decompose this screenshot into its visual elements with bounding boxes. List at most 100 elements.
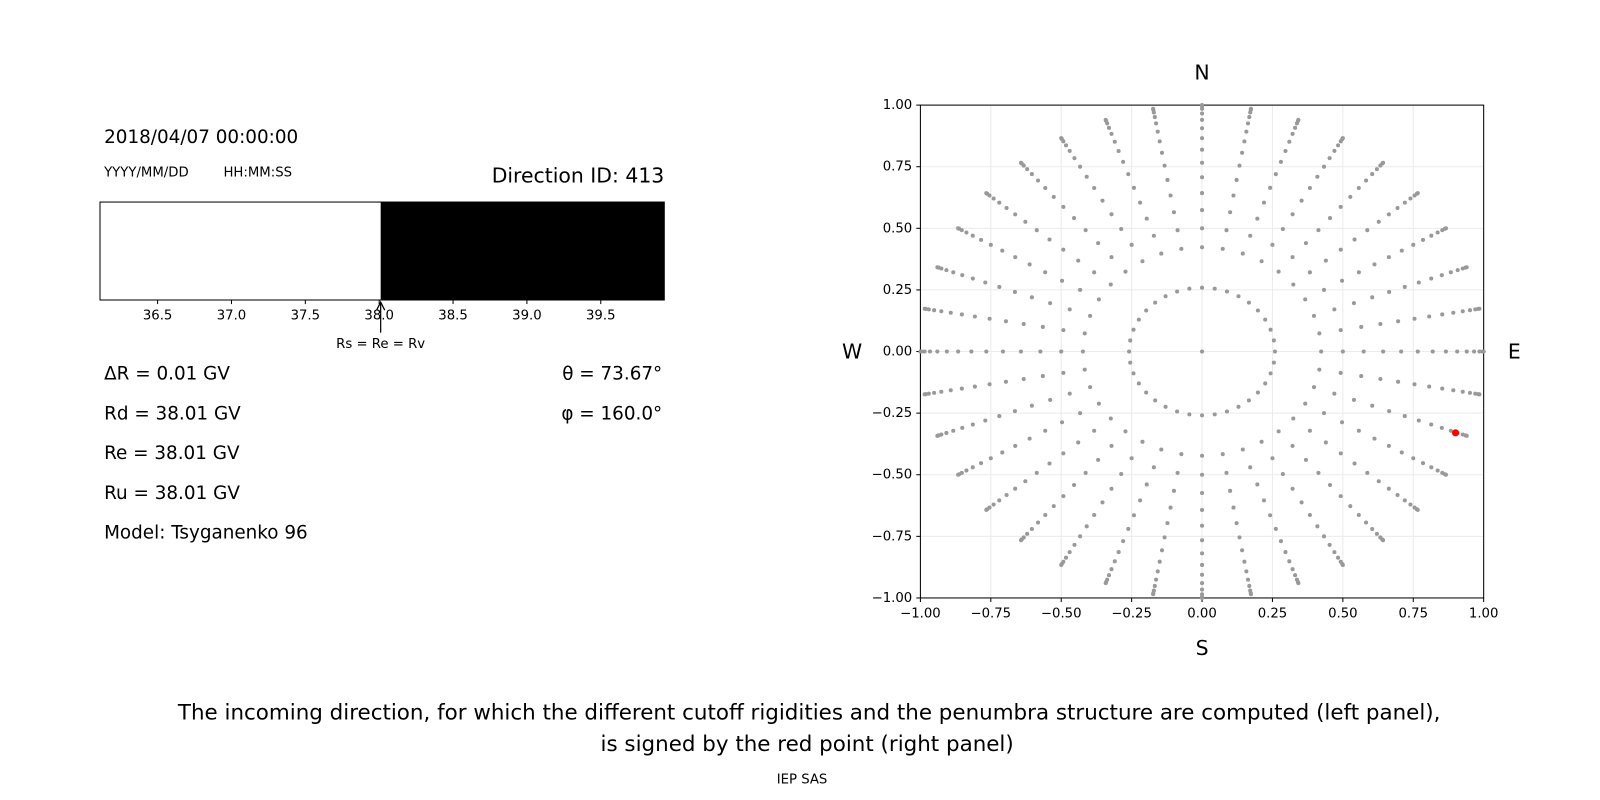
point [1287,139,1292,144]
point [1338,204,1343,209]
point [1084,524,1089,529]
point [1290,567,1295,572]
x-tick-label: 0.75 [1399,606,1429,621]
point [1273,526,1278,531]
point [1338,370,1343,375]
point [1464,349,1469,354]
point [1248,592,1253,597]
point [1467,308,1473,313]
point [1131,327,1136,332]
point [1316,228,1321,233]
point [1415,349,1420,354]
point [1027,436,1032,441]
point [1175,228,1180,233]
point [1040,374,1045,379]
point [1200,191,1205,196]
point [1365,228,1370,233]
point [1435,230,1440,235]
point [1076,258,1081,263]
point [1321,534,1327,539]
point [1047,237,1052,242]
point [1293,573,1298,578]
point [1338,451,1343,456]
point [944,349,949,354]
point [1248,465,1253,470]
point [1435,468,1440,473]
point [926,307,931,312]
x-tick-label: −0.50 [1041,606,1082,621]
point [1283,148,1288,154]
point [1200,595,1205,600]
point [1034,470,1039,475]
point [959,386,964,391]
point [1043,270,1048,275]
rd: Rd = 38.01 GV [104,403,241,424]
point [1245,121,1251,126]
point [1323,258,1328,263]
point [1370,403,1375,408]
point [1356,428,1361,433]
point [1439,425,1444,430]
point [979,461,984,466]
point [956,349,961,354]
point [1460,389,1465,394]
caption-line: is signed by the red point (right panel) [601,732,1014,757]
x-tick-label: 0.25 [1258,606,1288,621]
point [1109,131,1114,136]
point [1179,452,1184,457]
point [1088,385,1093,390]
point [939,389,944,394]
point [1200,245,1205,250]
point [1278,539,1283,544]
compass-label: N [1194,60,1209,84]
point [1378,377,1383,382]
point [1270,456,1275,461]
point [1018,160,1024,165]
point [1315,174,1320,179]
point [1000,349,1005,354]
point [1455,268,1460,273]
point [1303,241,1308,246]
x-tick-label: 36.5 [143,308,173,323]
point [1443,226,1448,231]
point [959,312,964,317]
point [1013,486,1018,491]
point [1460,309,1465,314]
point [1276,429,1281,434]
point [1063,143,1069,148]
point [1246,398,1251,403]
point [1152,115,1157,120]
point [1364,520,1369,525]
point [1248,233,1253,238]
point [1109,443,1114,448]
point [1244,129,1249,134]
compass-label: W [842,340,862,364]
point [1420,237,1426,242]
point [1151,233,1156,238]
point [1317,367,1322,372]
point [1106,573,1112,578]
point [1364,178,1369,183]
point [1443,472,1448,477]
point [1402,498,1407,503]
point [991,196,996,201]
point [1338,247,1343,252]
y-tick-label: 1.00 [883,98,913,113]
point [1061,370,1066,375]
point [1430,349,1435,354]
point [988,456,993,461]
point [1159,548,1165,553]
point [1234,521,1239,526]
point [1029,403,1034,408]
point [1175,470,1180,475]
point [1048,397,1053,402]
point [1051,194,1056,199]
point [1356,270,1361,275]
point [1200,562,1205,567]
point [1311,313,1317,318]
point [1408,502,1413,507]
point [1067,391,1072,396]
point [1429,422,1434,427]
point [1128,338,1133,343]
point [1159,447,1164,452]
